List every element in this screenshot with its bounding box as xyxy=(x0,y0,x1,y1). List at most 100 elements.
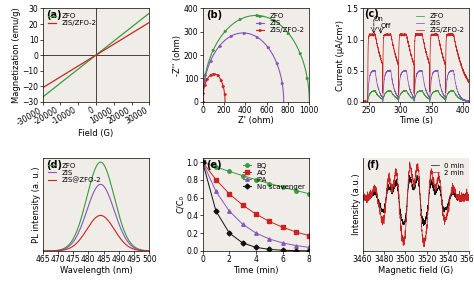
ZFO xyxy=(40,249,46,253)
Legend: ZFO, ZIS/ZFO-2: ZFO, ZIS/ZFO-2 xyxy=(46,12,98,28)
0 min xyxy=(466,196,472,199)
IPA xyxy=(240,222,246,226)
ZIS xyxy=(360,100,365,103)
Line: ZFO: ZFO xyxy=(43,162,149,251)
X-axis label: Wavelength (nm): Wavelength (nm) xyxy=(60,266,132,275)
AO xyxy=(227,192,232,195)
ZIS xyxy=(254,35,259,39)
ZIS xyxy=(365,90,371,93)
2 min xyxy=(445,206,451,209)
ZFO xyxy=(304,73,310,76)
Line: IPA: IPA xyxy=(201,160,311,249)
Legend: ZFO, ZIS, ZIS@ZFO-2: ZFO, ZIS, ZIS@ZFO-2 xyxy=(46,161,102,184)
ZIS/ZFO-2 xyxy=(146,21,152,24)
ZFO xyxy=(146,12,152,15)
Line: 0 min: 0 min xyxy=(363,175,469,226)
BQ xyxy=(227,170,232,173)
IPA xyxy=(253,231,259,235)
ZIS/ZFO-2 xyxy=(365,47,371,50)
AO xyxy=(293,230,299,233)
ZFO xyxy=(409,96,415,99)
Line: ZIS: ZIS xyxy=(363,70,469,102)
ZIS xyxy=(466,100,472,103)
ZFO xyxy=(117,35,122,38)
ZFO xyxy=(244,15,249,19)
Line: ZFO: ZFO xyxy=(201,14,310,103)
ZFO xyxy=(74,68,80,71)
AO xyxy=(266,220,272,223)
No scavenger xyxy=(280,248,285,252)
ZFO xyxy=(271,19,276,22)
ZIS/ZFO-2 xyxy=(216,76,222,79)
0 min xyxy=(443,208,449,211)
ZIS xyxy=(146,249,152,253)
ZIS/ZFO-2 xyxy=(449,32,455,35)
0 min xyxy=(403,215,409,219)
ZIS@ZFO-2 xyxy=(40,249,46,253)
ZIS xyxy=(444,80,449,84)
Y-axis label: C/C₀: C/C₀ xyxy=(176,195,185,213)
IPA xyxy=(227,209,232,213)
ZIS xyxy=(111,208,117,212)
ZFO xyxy=(98,160,103,164)
2 min xyxy=(421,245,427,248)
ZIS xyxy=(200,100,205,103)
ZIS/ZFO-2 xyxy=(222,100,228,103)
Line: 2 min: 2 min xyxy=(363,162,469,247)
ZIS@ZFO-2 xyxy=(103,216,109,220)
Line: No scavenger: No scavenger xyxy=(201,160,311,253)
ZIS/ZFO-2 xyxy=(211,72,217,76)
0 min xyxy=(421,224,427,227)
ZFO xyxy=(40,95,46,99)
Text: (d): (d) xyxy=(46,160,62,169)
ZIS@ZFO-2 xyxy=(98,214,103,217)
IPA xyxy=(293,244,299,247)
Text: On: On xyxy=(374,16,383,22)
ZIS/ZFO-2 xyxy=(117,39,122,42)
ZIS xyxy=(40,249,46,253)
Y-axis label: Intensity (a.u.): Intensity (a.u.) xyxy=(352,173,361,235)
ZIS/ZFO-2 xyxy=(53,78,58,81)
Legend: ZFO, ZIS, ZIS/ZFO-2: ZFO, ZIS, ZIS/ZFO-2 xyxy=(254,12,306,35)
ZIS/ZFO-2 xyxy=(118,39,123,42)
ZIS/ZFO-2 xyxy=(200,100,205,103)
BQ xyxy=(280,186,285,189)
Line: ZIS: ZIS xyxy=(201,32,285,103)
ZIS@ZFO-2 xyxy=(146,249,152,253)
Line: ZIS/ZFO-2: ZIS/ZFO-2 xyxy=(43,23,149,88)
ZIS/ZFO-2 xyxy=(464,76,469,79)
Line: ZIS/ZFO-2: ZIS/ZFO-2 xyxy=(201,73,226,103)
ZFO xyxy=(464,99,469,103)
BQ xyxy=(266,182,272,185)
IPA xyxy=(266,237,272,241)
ZFO xyxy=(419,89,425,92)
X-axis label: Z' (ohm): Z' (ohm) xyxy=(238,116,274,125)
ZFO xyxy=(273,20,278,23)
Text: Off: Off xyxy=(381,23,391,29)
ZIS@ZFO-2 xyxy=(67,246,73,250)
ZFO xyxy=(120,226,126,230)
ZIS xyxy=(260,39,265,43)
ZFO xyxy=(200,100,205,103)
0 min xyxy=(360,196,365,199)
No scavenger xyxy=(240,241,246,244)
ZIS xyxy=(412,89,418,92)
ZIS xyxy=(103,187,109,191)
2 min xyxy=(407,160,412,164)
ZIS xyxy=(264,44,269,47)
ZIS xyxy=(255,36,261,39)
ZIS xyxy=(59,248,64,252)
Y-axis label: Magnetization (emu/g): Magnetization (emu/g) xyxy=(12,7,21,103)
BQ xyxy=(213,165,219,169)
IPA xyxy=(200,160,205,164)
Legend: 0 min, 2 min: 0 min, 2 min xyxy=(429,161,466,177)
ZIS@ZFO-2 xyxy=(120,240,126,244)
ZFO xyxy=(464,99,469,102)
No scavenger xyxy=(253,246,259,249)
2 min xyxy=(407,163,412,166)
ZIS/ZFO-2 xyxy=(218,77,223,81)
ZIS/ZFO-2 xyxy=(222,91,228,95)
Y-axis label: Current (μA/cm²): Current (μA/cm²) xyxy=(336,19,345,91)
ZIS xyxy=(464,100,469,103)
ZIS/ZFO-2 xyxy=(362,102,367,105)
